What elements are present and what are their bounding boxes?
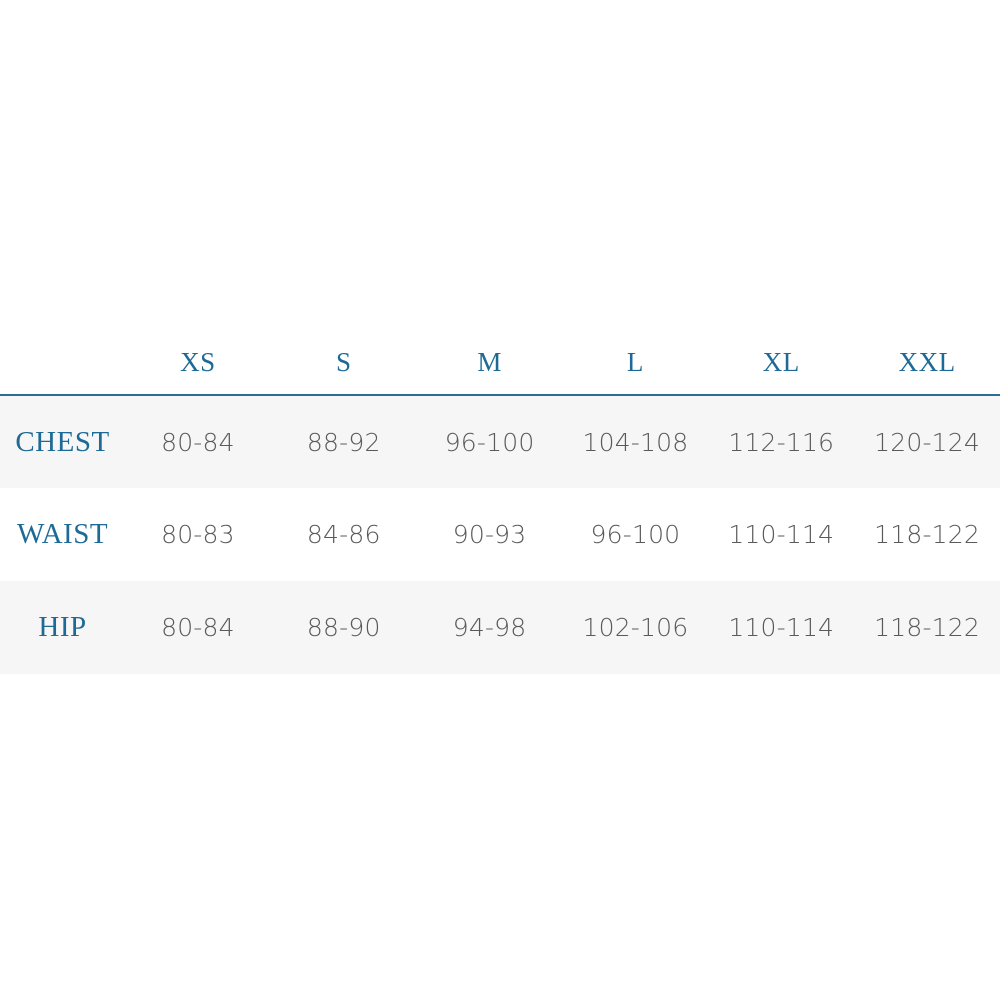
cell-chest-l: 104-108 <box>582 427 689 457</box>
cell-waist-l: 96-100 <box>590 520 681 549</box>
cell-chest-m: 96-100 <box>444 427 535 457</box>
cell-hip-s: 88-90 <box>306 613 381 642</box>
header-row: XS S M L XL XXL <box>0 330 1000 395</box>
header-size-l: L <box>562 330 709 395</box>
cell-chest-xs: 80-84 <box>161 427 235 457</box>
cell-waist-xxl: 118-122 <box>874 520 980 549</box>
header-size-m: M <box>416 330 563 395</box>
cell-waist-m: 90-93 <box>452 520 527 549</box>
header-size-xs: XS <box>125 330 271 395</box>
cell-waist-xl: 110-114 <box>728 520 835 549</box>
cell-waist-s: 84-86 <box>306 520 381 549</box>
header-size-s: S <box>270 330 417 395</box>
table-row: HIP 80-84 88-90 94-98 102-106 110-114 11… <box>0 581 1000 674</box>
cell-hip-xs: 80-84 <box>161 613 235 642</box>
header-size-xxl: XXL <box>854 330 1000 395</box>
cell-chest-xxl: 120-124 <box>874 427 980 457</box>
table-row: CHEST 80-84 88-92 96-100 104-108 112-116… <box>0 395 1000 488</box>
cell-hip-xl: 110-114 <box>728 613 835 642</box>
header-corner-cell <box>0 330 126 395</box>
row-label-waist: WAIST <box>16 518 109 550</box>
row-label-chest: CHEST <box>15 425 110 458</box>
cell-chest-xl: 112-116 <box>728 427 835 457</box>
row-label-hip: HIP <box>38 611 87 643</box>
cell-hip-l: 102-106 <box>582 613 689 642</box>
cell-waist-xs: 80-83 <box>161 520 235 549</box>
size-chart-table: XS S M L XL XXL CHEST 80-84 88-92 96-100… <box>0 330 1000 674</box>
table-row: WAIST 80-83 84-86 90-93 96-100 110-114 1… <box>0 488 1000 581</box>
size-chart-body: CHEST 80-84 88-92 96-100 104-108 112-116… <box>0 395 1000 674</box>
cell-hip-xxl: 118-122 <box>874 613 980 642</box>
size-chart-header: XS S M L XL XXL <box>0 330 1000 395</box>
header-size-xl: XL <box>708 330 855 395</box>
cell-hip-m: 94-98 <box>452 613 527 642</box>
cell-chest-s: 88-92 <box>306 427 381 457</box>
